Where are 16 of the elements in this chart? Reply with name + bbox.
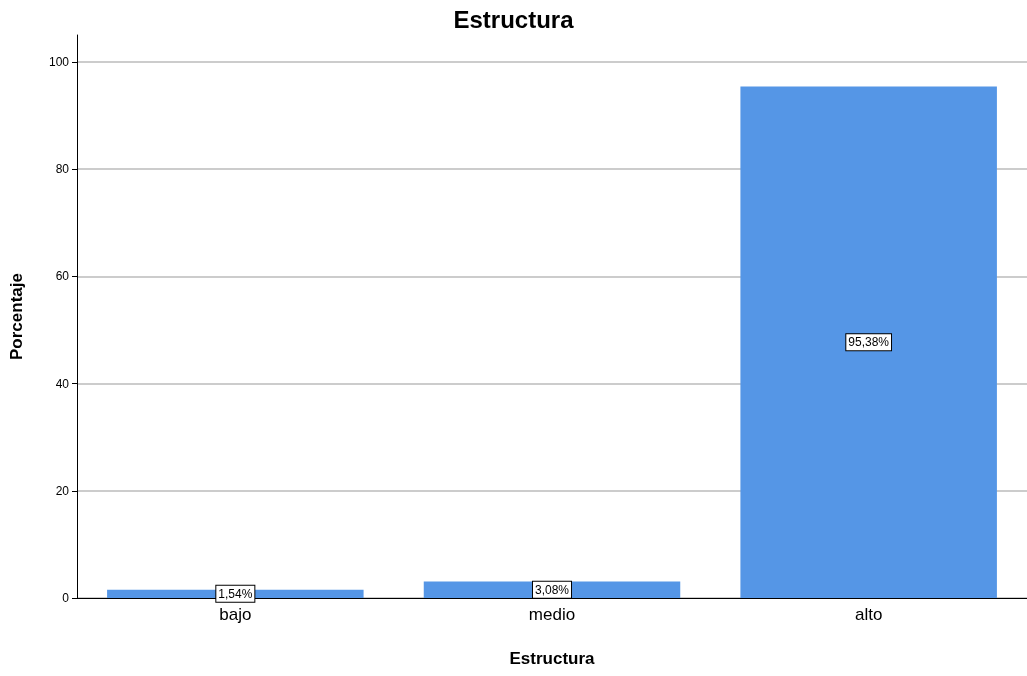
- data-label: 3,08%: [534, 582, 570, 597]
- x-tick-label: alto: [854, 605, 883, 624]
- chart-title: Estructura: [453, 5, 575, 33]
- bar: [740, 86, 997, 598]
- y-tick-label: 80: [55, 162, 70, 177]
- data-label: 1,54%: [218, 586, 253, 601]
- y-axis-title: Porcentaje: [7, 273, 26, 360]
- y-tick-label: 60: [55, 269, 70, 284]
- data-label: 95,38%: [848, 335, 890, 350]
- x-tick-label: medio: [528, 605, 576, 624]
- y-tick-label: 20: [55, 483, 70, 498]
- x-axis-title: Estructura: [509, 649, 596, 668]
- y-tick-label: 0: [62, 591, 70, 605]
- y-tick-label: 40: [55, 376, 70, 391]
- x-tick-label: bajo: [219, 605, 252, 624]
- y-tick-label: 100: [48, 54, 70, 69]
